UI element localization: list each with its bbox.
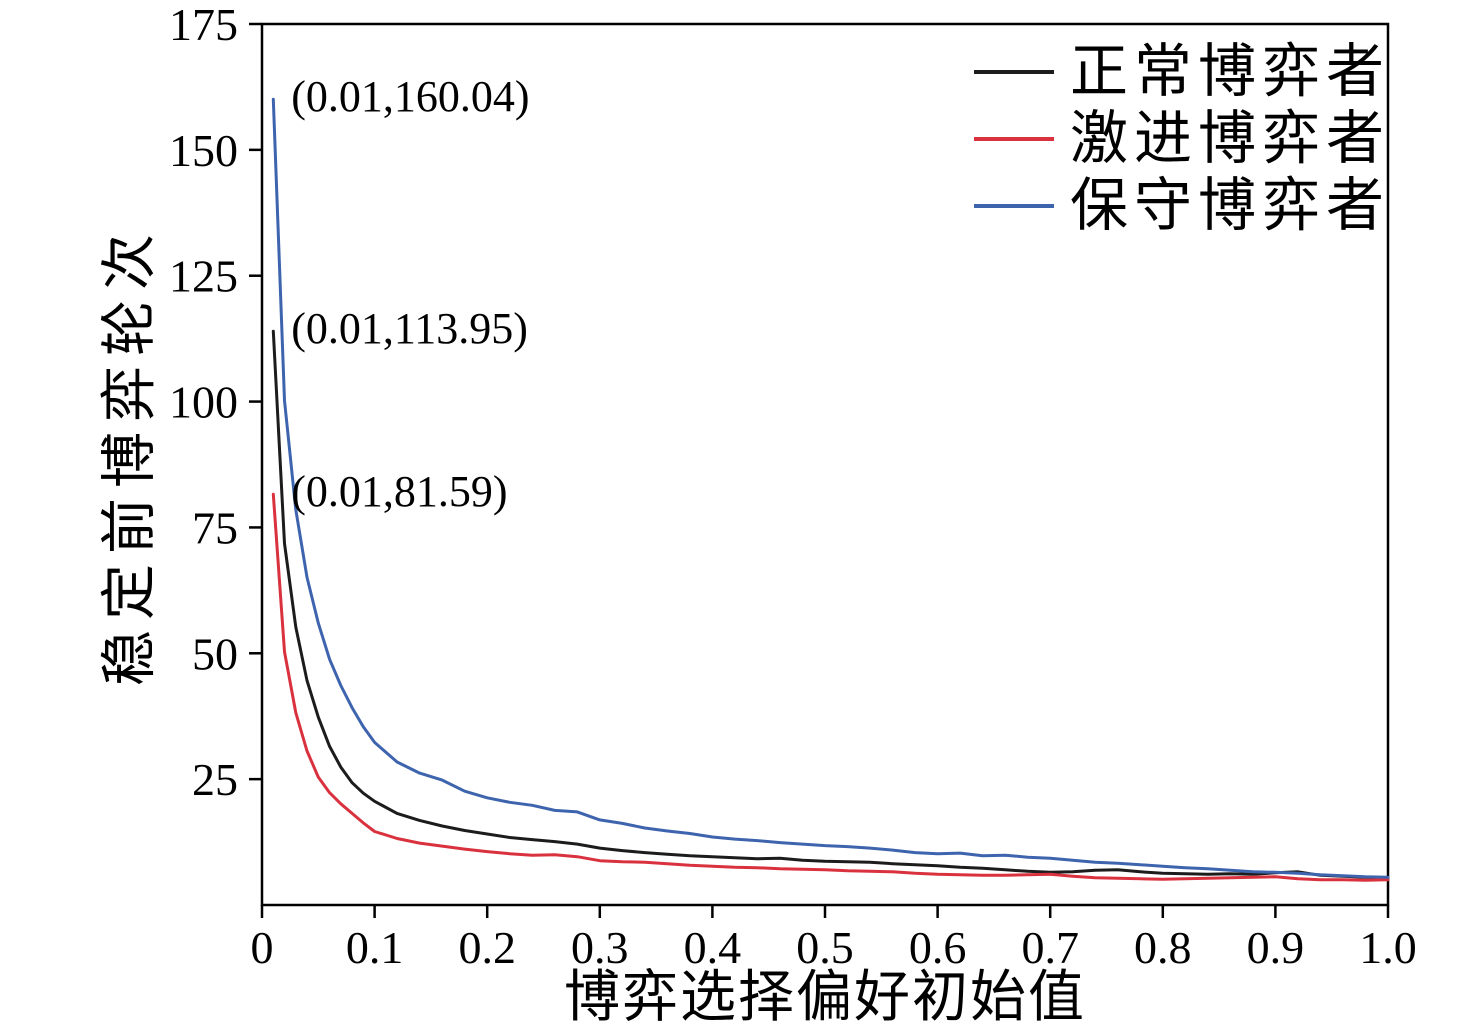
x-tick-label: 0.7 (1021, 922, 1079, 973)
y-tick-label: 150 (169, 125, 238, 176)
x-tick-label: 0.1 (346, 922, 404, 973)
y-tick-label: 175 (169, 0, 238, 50)
point-annotation: (0.01,81.59) (291, 467, 508, 517)
y-tick-label: 125 (169, 251, 238, 302)
y-tick-label: 25 (192, 754, 238, 805)
x-axis-title: 博弈选择偏好初始值 (564, 967, 1086, 1029)
legend-label-conservative-player: 保守博弈者 (1069, 172, 1390, 238)
point-annotation: (0.01,160.04) (291, 72, 530, 122)
series-line-0 (271, 329, 1390, 880)
series-line-2 (271, 97, 1390, 879)
y-tick-label: 50 (192, 628, 238, 679)
y-tick-label: 75 (192, 502, 238, 553)
legend-entry-normal-player: 正常博弈者 (973, 39, 1390, 104)
legend-label-aggressive-player: 激进博弈者 (1069, 105, 1390, 171)
legend: 正常博弈者 激进博弈者 保守博弈者 (973, 39, 1390, 238)
y-tick-label: 100 (169, 377, 238, 428)
legend-entry-aggressive-player: 激进博弈者 (973, 105, 1390, 171)
series-line-1 (271, 492, 1390, 882)
x-tick-label: 0.2 (458, 922, 516, 973)
legend-line-blue-icon (973, 204, 1054, 209)
x-tick-label: 0.8 (1134, 922, 1192, 973)
x-tick-label: 0 (251, 922, 274, 973)
x-tick-label: 1.0 (1359, 922, 1417, 973)
x-tick-label: 0.9 (1247, 922, 1305, 973)
x-tick-label: 0.3 (571, 922, 629, 973)
legend-label-normal-player: 正常博弈者 (1069, 39, 1390, 104)
y-axis-title: 稳定前博弈轮次 (99, 224, 162, 686)
x-tick-label: 0.5 (796, 922, 854, 973)
x-tick-label: 0.6 (909, 922, 967, 973)
point-annotation: (0.01,113.95) (291, 304, 528, 354)
legend-entry-conservative-player: 保守博弈者 (973, 172, 1390, 238)
x-tick-label: 0.4 (684, 922, 742, 973)
legend-line-red-icon (973, 137, 1054, 142)
legend-line-black-icon (973, 70, 1054, 75)
